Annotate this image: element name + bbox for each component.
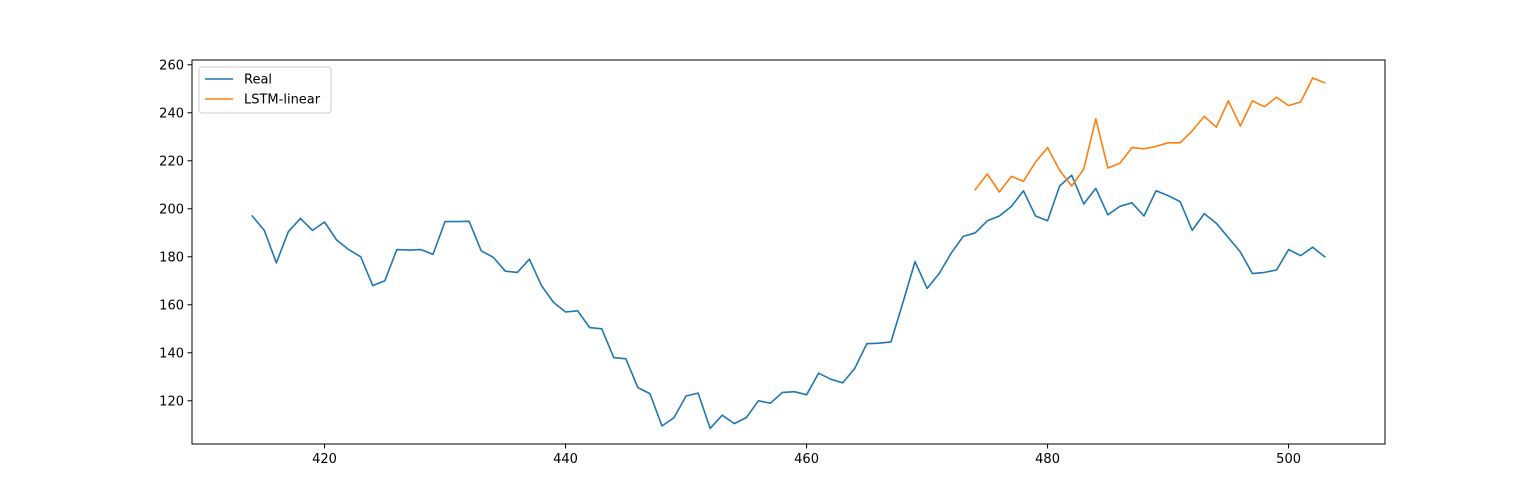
- legend-label: LSTM-linear: [244, 93, 321, 108]
- y-tick-label: 260: [159, 58, 184, 73]
- legend: Real LSTM-linear: [198, 66, 332, 114]
- x-tick-label: 420: [312, 452, 337, 467]
- series-line-real: [251, 174, 1326, 430]
- y-tick-label: 140: [159, 346, 184, 361]
- y-tick-label: 220: [159, 154, 184, 169]
- x-tick-label: 440: [553, 452, 578, 467]
- y-tick-label: 180: [159, 250, 184, 265]
- x-tick-label: 480: [1035, 452, 1060, 467]
- x-tick-label: 460: [794, 452, 819, 467]
- x-tick-label: 500: [1276, 452, 1301, 467]
- y-tick-label: 200: [159, 202, 184, 217]
- x-axis: 420 440 460 480 500: [312, 444, 1301, 467]
- series-layer: [251, 77, 1326, 430]
- plot-area-frame: [191, 59, 1386, 445]
- y-axis: 120 140 160 180 200 220 240 260: [159, 58, 192, 409]
- legend-label: Real: [244, 73, 272, 88]
- y-tick-label: 120: [159, 394, 184, 409]
- y-tick-label: 240: [159, 106, 184, 121]
- series-line-lstm-linear: [974, 77, 1326, 193]
- y-tick-label: 160: [159, 298, 184, 313]
